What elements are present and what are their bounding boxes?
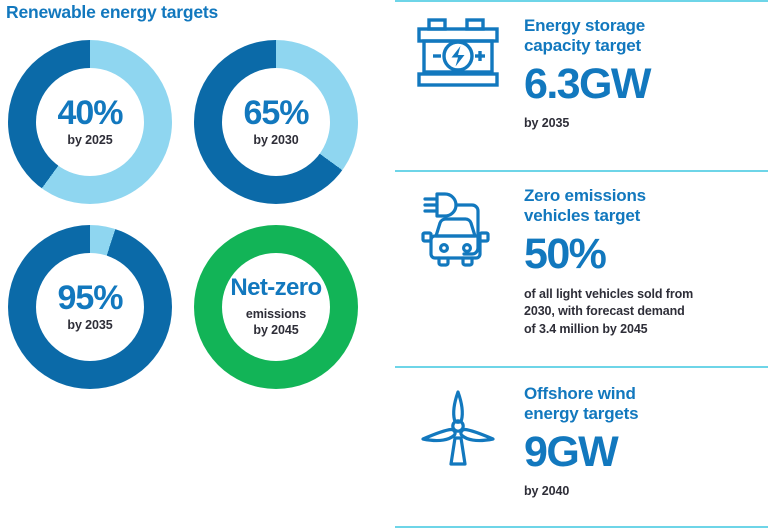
block-value-offshore-wind: 9GW: [524, 428, 619, 477]
donut-caption-netzero-line2: by 2045: [253, 323, 299, 338]
target-block-energy-storage: Energy storage capacity target 6.3GW by …: [392, 2, 768, 170]
heading-line-2: vehicles target: [524, 206, 641, 226]
divider-top: [395, 0, 768, 2]
car-battery-icon: [392, 16, 524, 88]
wind-turbine-icon: [392, 384, 524, 470]
target-text-zero-emissions-vehicles: Zero emissions vehicles target 50% of al…: [524, 186, 768, 338]
donut-value-netzero: Net-zero: [230, 274, 322, 302]
divider-middle-2: [395, 366, 768, 368]
donut-value-2030: 65%: [243, 93, 309, 132]
donut-ring-2025: 40% by 2025: [8, 40, 172, 204]
heading-line-2: capacity target: [524, 36, 641, 56]
target-text-offshore-wind: Offshore wind energy targets 9GW by 2040: [524, 384, 768, 500]
target-block-offshore-wind: Offshore wind energy targets 9GW by 2040: [392, 368, 768, 526]
donut-ring-2035: 95% by 2035: [8, 225, 172, 389]
donut-center-2030: 65% by 2030: [222, 68, 330, 176]
target-text-energy-storage: Energy storage capacity target 6.3GW by …: [524, 16, 768, 132]
donut-row-bottom: 95% by 2035 Net-zero emissions by 2045: [0, 219, 392, 404]
donut-center-2025: 40% by 2025: [36, 68, 144, 176]
donut-center-2035: 95% by 2035: [36, 253, 144, 361]
page-title: Renewable energy targets: [6, 2, 219, 22]
donut-row-top: 40% by 2025 65% by 2030: [0, 34, 392, 219]
divider-bottom: [395, 526, 768, 528]
heading-line-1: Energy storage: [524, 16, 645, 35]
donut-ring-netzero: Net-zero emissions by 2045: [194, 225, 358, 389]
sub-line-2: 2030, with forecast demand: [524, 304, 685, 319]
target-block-zero-emissions-vehicles: Zero emissions vehicles target 50% of al…: [392, 172, 768, 366]
block-sub-offshore-wind: by 2040: [524, 484, 570, 499]
heading-line-2: energy targets: [524, 404, 639, 424]
sub-line-3: of 3.4 million by 2045: [524, 321, 648, 336]
sub-line-1: of all light vehicles sold from: [524, 287, 694, 302]
donut-card-2035: 95% by 2035: [0, 219, 186, 404]
block-value-energy-storage: 6.3GW: [524, 60, 651, 109]
targets-detail-panel: Energy storage capacity target 6.3GW by …: [392, 0, 768, 530]
block-value-zero-emissions-vehicles: 50%: [524, 230, 607, 279]
donut-ring-2030: 65% by 2030: [194, 40, 358, 204]
donut-chart-grid: 40% by 2025 65% by 2030: [0, 34, 392, 404]
donut-value-2025: 40%: [57, 93, 123, 132]
block-sub-energy-storage: by 2035: [524, 116, 570, 131]
heading-line-1: Zero emissions: [524, 186, 646, 205]
block-heading-energy-storage: Energy storage capacity target: [524, 16, 762, 56]
block-heading-zero-emissions-vehicles: Zero emissions vehicles target: [524, 186, 762, 226]
donut-caption-2025: by 2025: [67, 132, 113, 147]
donut-caption-2035: by 2035: [67, 317, 113, 332]
electric-vehicle-icon: [392, 186, 524, 276]
donut-card-netzero: Net-zero emissions by 2045: [186, 219, 372, 404]
divider-middle-1: [395, 170, 768, 172]
donut-center-netzero: Net-zero emissions by 2045: [222, 253, 330, 361]
donut-caption-2030: by 2030: [253, 132, 299, 147]
renewable-targets-panel: Renewable energy targets 40% by 2025: [0, 2, 392, 404]
donut-card-2025: 40% by 2025: [0, 34, 186, 219]
donut-caption-netzero-line1: emissions: [245, 307, 307, 322]
block-heading-offshore-wind: Offshore wind energy targets: [524, 384, 762, 424]
donut-value-2035: 95%: [57, 278, 123, 317]
donut-card-2030: 65% by 2030: [186, 34, 372, 219]
block-sub-zero-emissions-vehicles: of all light vehicles sold from 2030, wi…: [524, 286, 762, 338]
heading-line-1: Offshore wind: [524, 384, 636, 403]
